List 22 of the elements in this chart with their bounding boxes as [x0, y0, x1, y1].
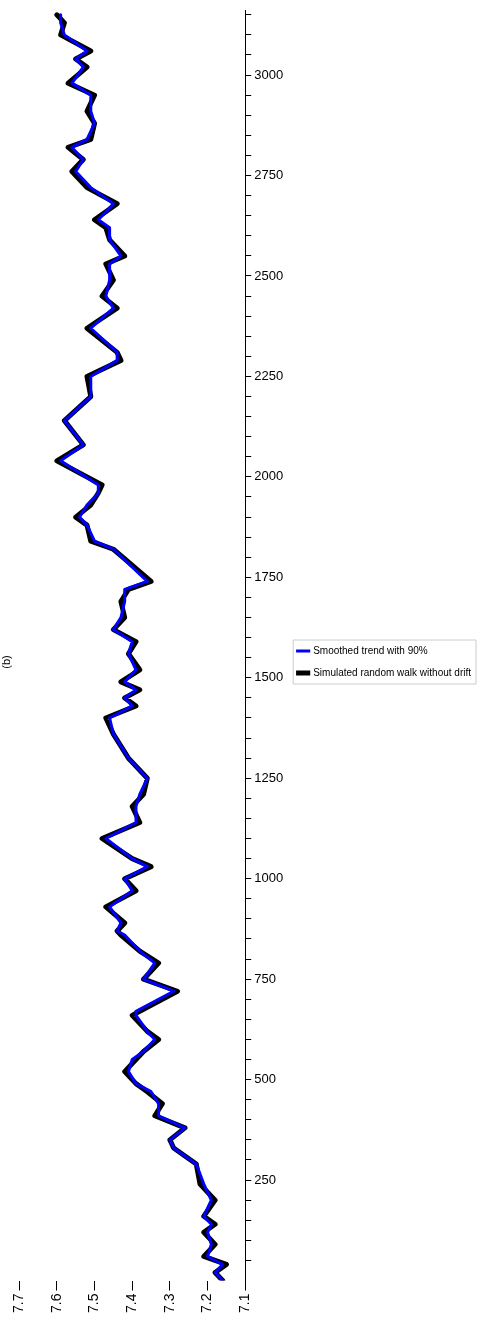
- y-tick-label: 1250: [254, 769, 284, 785]
- y-tick-label: 2750: [254, 167, 284, 183]
- text: (b): [0, 655, 12, 669]
- x-tick-label: 7.3: [160, 1293, 177, 1314]
- x-tick-label: 7.5: [85, 1293, 102, 1314]
- y-tick-label: 2000: [254, 468, 284, 484]
- y-tick-label: 1000: [254, 870, 284, 886]
- x-tick-label: 7.4: [123, 1293, 140, 1314]
- y-tick-label: 3000: [254, 66, 284, 82]
- y-tick-label: 250: [254, 1171, 276, 1187]
- y-tick-label: 500: [254, 1071, 276, 1087]
- y-tick-label: 1500: [254, 669, 284, 685]
- y-tick-label: 750: [254, 970, 276, 986]
- x-tick-label: 7.1: [236, 1293, 253, 1314]
- y-tick-label: 2500: [254, 267, 284, 283]
- x-tick-label: 7.2: [198, 1293, 215, 1314]
- y-tick-label: 1750: [254, 568, 284, 584]
- x-tick-label: 7.7: [10, 1293, 27, 1314]
- legend-label: Smoothed trend with 90%: [313, 644, 428, 656]
- legend-label: Simulated random walk without drift: [313, 666, 472, 678]
- x-tick-label: 7.6: [47, 1293, 64, 1314]
- y-tick-label: 2250: [254, 368, 284, 384]
